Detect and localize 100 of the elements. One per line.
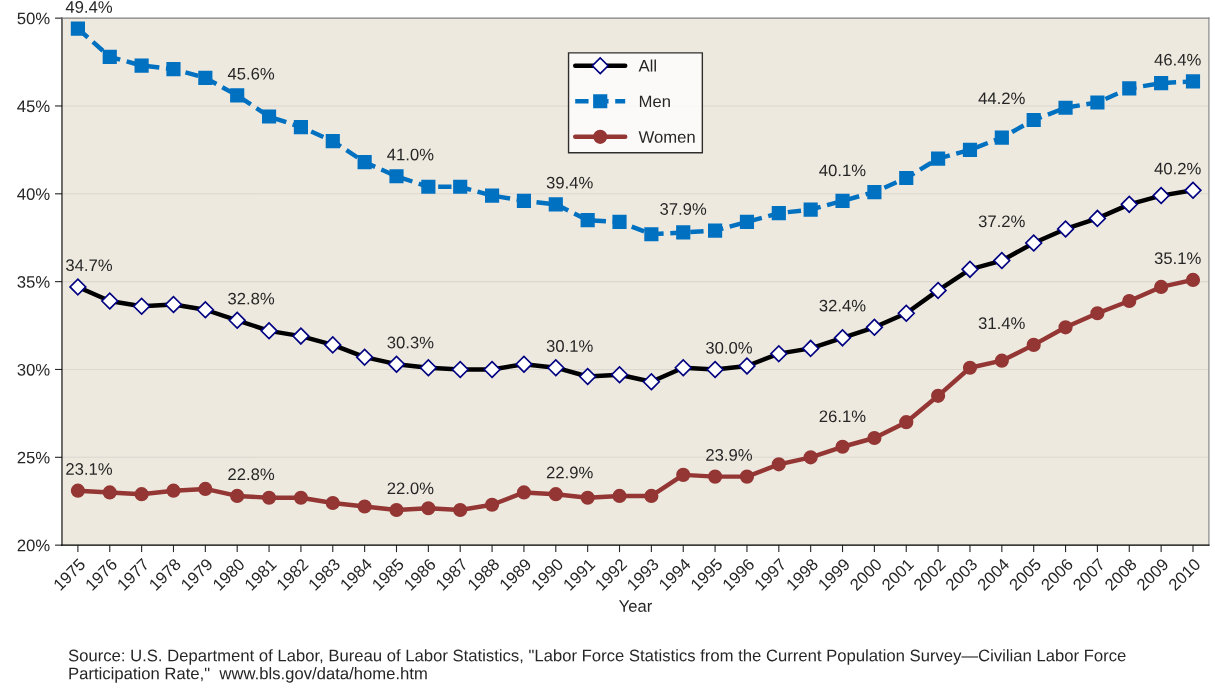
legend-label: Women (638, 131, 695, 143)
point (357, 499, 372, 514)
data-label: 37.2% (978, 215, 1025, 228)
point (421, 179, 436, 194)
point (994, 130, 1009, 145)
point (293, 490, 309, 505)
source-note: Source: U.S. Department of Labor, Bureau of Labor Statistics, "Labor Force Statistics from the Current Population Survey—Civilian Labor Force Participation Rate," www.bls.gov/data/home.htm (68, 649, 1126, 683)
point (835, 439, 850, 454)
point (1154, 76, 1169, 91)
point (899, 170, 914, 186)
point (516, 193, 532, 208)
data-label: 23.1% (66, 463, 113, 475)
point (931, 388, 946, 403)
point (962, 360, 978, 375)
point (516, 485, 532, 500)
point (1058, 320, 1073, 335)
data-label: 40.1% (819, 164, 866, 177)
point (70, 21, 85, 36)
point (548, 197, 563, 212)
point (198, 481, 213, 497)
point (166, 62, 181, 77)
point (230, 488, 245, 504)
point (994, 353, 1009, 368)
point (1122, 81, 1137, 96)
point (1090, 306, 1105, 321)
point (612, 214, 627, 230)
point (1058, 100, 1073, 115)
point (771, 206, 786, 221)
data-label: 22.9% (546, 466, 593, 479)
point (1122, 293, 1137, 309)
point (708, 469, 723, 484)
point (70, 483, 85, 498)
point (453, 179, 468, 194)
y-tick-label: 40% (17, 188, 50, 201)
data-label: 32.4% (819, 299, 866, 312)
point (803, 450, 818, 465)
point (261, 490, 277, 505)
point (389, 169, 404, 184)
point (325, 495, 340, 511)
point (261, 109, 277, 124)
data-label: 23.9% (706, 449, 753, 461)
data-label: 30.3% (387, 336, 434, 349)
point (803, 202, 818, 217)
point (484, 188, 500, 203)
legend-label: Men (639, 95, 670, 108)
point (708, 223, 723, 238)
y-tick-label: 30% (17, 363, 50, 376)
point (548, 487, 563, 502)
point (198, 70, 213, 85)
x-axis-title: Year (618, 600, 653, 612)
legend-label: All (638, 59, 656, 72)
data-label: 32.8% (228, 292, 275, 305)
point (134, 58, 149, 73)
point (867, 184, 882, 200)
point (1026, 112, 1041, 128)
point (1026, 337, 1041, 352)
point (484, 497, 500, 512)
data-label: 30.1% (546, 340, 593, 352)
point (453, 502, 468, 518)
point (293, 119, 309, 135)
point (962, 142, 978, 157)
data-label: 41.0% (387, 148, 434, 161)
point (1185, 272, 1201, 287)
point (899, 415, 914, 430)
point (1185, 74, 1201, 89)
point (771, 457, 786, 472)
point (867, 430, 882, 446)
point (644, 488, 659, 504)
data-label: 37.9% (660, 203, 707, 215)
point (676, 225, 691, 240)
point (421, 501, 436, 516)
data-label: 45.6% (227, 67, 275, 80)
point (389, 502, 404, 518)
point (325, 134, 340, 149)
y-tick-label: 50% (17, 12, 50, 25)
y-tick-label: 20% (17, 539, 50, 552)
data-label: 26.1% (819, 410, 866, 423)
data-label: 30.0% (705, 341, 753, 354)
y-tick-label: 45% (17, 100, 50, 113)
data-label: 46.4% (1154, 53, 1201, 66)
point (357, 155, 372, 170)
point (230, 88, 245, 103)
point (931, 151, 946, 166)
data-label: 22.8% (228, 468, 275, 481)
point (580, 490, 595, 505)
data-label: 44.2% (978, 92, 1025, 105)
point (612, 488, 627, 504)
y-tick-label: 35% (17, 276, 50, 288)
point (739, 469, 755, 484)
data-label: 39.4% (546, 176, 593, 189)
y-tick-label: 25% (17, 451, 50, 464)
data-label: 35.1% (1154, 252, 1201, 265)
point (1090, 95, 1105, 110)
point (166, 483, 181, 498)
point (102, 49, 117, 64)
data-label: 31.4% (978, 317, 1025, 330)
data-label: 22.0% (387, 482, 434, 495)
point (1154, 279, 1169, 294)
point (134, 487, 149, 502)
point (102, 485, 117, 500)
